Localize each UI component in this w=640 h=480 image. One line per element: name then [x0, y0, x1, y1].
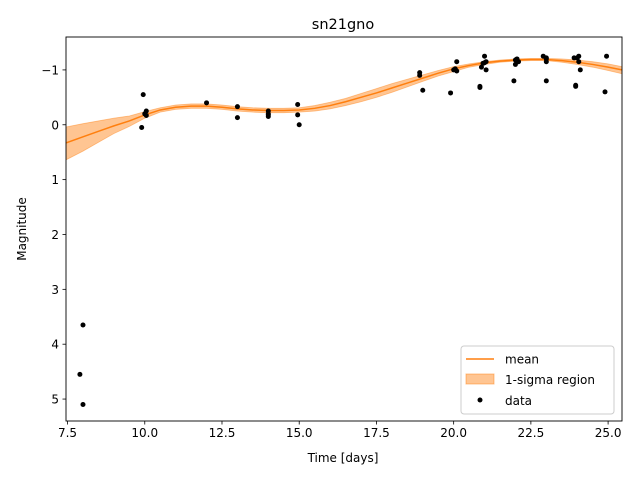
x-tick-label: 17.5: [363, 426, 390, 440]
legend-band-label: 1-sigma region: [505, 373, 595, 387]
y-tick-label: 2: [51, 228, 59, 242]
legend-mean-label: mean: [505, 353, 539, 367]
data-point: [483, 59, 489, 65]
data-point: [477, 83, 483, 89]
data-point: [143, 108, 149, 114]
data-point: [420, 87, 426, 93]
data-point: [234, 115, 240, 121]
data-point: [417, 70, 423, 76]
x-tick-label: 7.5: [58, 426, 77, 440]
data-point: [234, 104, 240, 110]
y-tick-label: 1: [51, 173, 59, 187]
data-point: [604, 53, 610, 59]
data-point: [516, 59, 522, 65]
x-tick-label: 25.0: [595, 426, 622, 440]
data-point: [454, 59, 460, 65]
data-point: [482, 53, 488, 59]
y-tick-label: 5: [51, 393, 59, 407]
y-axis-label: Magnitude: [15, 197, 29, 261]
axes-frame: [65, 36, 623, 422]
data-point: [478, 64, 484, 70]
data-point: [602, 89, 608, 95]
x-tick-label: 10.0: [131, 426, 158, 440]
legend-box: [460, 345, 615, 415]
data-point: [543, 55, 549, 61]
x-tick-label: 12.5: [209, 426, 236, 440]
data-point: [295, 112, 301, 118]
data-point: [140, 92, 146, 98]
legend-band-swatch: [465, 373, 495, 385]
legend: mean 1-sigma region data: [460, 345, 615, 415]
data-point: [576, 53, 582, 59]
sigma-band: [66, 57, 622, 161]
legend-data-swatch: [477, 397, 483, 403]
data-point: [454, 68, 460, 74]
data-point: [265, 114, 271, 120]
data-point: [543, 59, 549, 65]
data-point: [576, 59, 582, 65]
x-axis-label: Time [days]: [307, 451, 379, 465]
mean-line: [66, 58, 622, 144]
x-tick-label: 22.5: [518, 426, 545, 440]
y-tick-label: 0: [51, 118, 59, 132]
y-axis-ticks: −1 0 1 2 3 4 5: [41, 63, 66, 407]
x-axis-ticks: 7.5 10.0 12.5 15.0 17.5 20.0 22.5 25.0: [58, 421, 621, 440]
legend-data-label: data: [505, 394, 532, 408]
data-point: [577, 67, 583, 73]
x-tick-label: 20.0: [440, 426, 467, 440]
x-tick-label: 15.0: [286, 426, 313, 440]
data-point: [204, 100, 210, 106]
y-tick-label: −1: [41, 63, 59, 77]
data-point: [80, 322, 86, 328]
data-point: [296, 122, 302, 128]
data-point: [543, 78, 549, 84]
data-point: [80, 402, 86, 408]
data-point: [77, 371, 83, 377]
plot-area: [66, 53, 622, 408]
data-point: [483, 67, 489, 73]
chart-title: sn21gno: [312, 17, 375, 33]
data-point: [573, 83, 579, 89]
data-point: [295, 101, 301, 107]
y-tick-label: 3: [51, 283, 59, 297]
y-tick-label: 4: [51, 338, 59, 352]
data-point: [448, 90, 454, 96]
data-point: [511, 78, 517, 84]
data-point: [139, 125, 145, 131]
data-point: [143, 112, 149, 118]
